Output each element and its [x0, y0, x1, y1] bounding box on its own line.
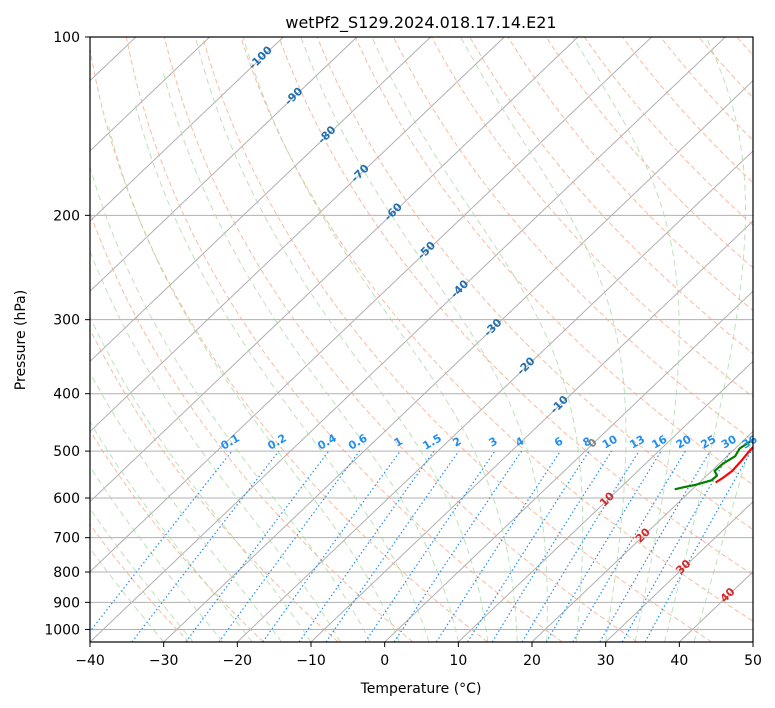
mixing-ratio-line — [262, 450, 401, 642]
moist-adiabat — [90, 547, 165, 642]
dry-adiabat — [469, 37, 753, 355]
mixing-ratio-line — [393, 450, 523, 642]
isotherm-line — [384, 290, 753, 642]
dry-adiabat — [392, 37, 753, 442]
x-tick-label: −40 — [75, 653, 105, 669]
mixing-ratio-line — [298, 450, 435, 642]
isotherm-line — [90, 37, 652, 573]
mixing-ratio-line — [644, 450, 752, 642]
x-tick-label: −10 — [296, 653, 326, 669]
isotherm-line — [90, 37, 726, 642]
moist-adiabat — [371, 37, 584, 642]
y-tick-label: 100 — [53, 30, 80, 46]
isotherm-line — [90, 37, 358, 292]
axes: −40 −30 −20 −10 0 10 20 30 40 50 100 200 300 400 500 60… — [44, 30, 762, 669]
y-tick-label: 1000 — [44, 622, 80, 638]
mixing-ratio-line — [325, 450, 460, 642]
x-tick-label: −30 — [149, 653, 179, 669]
y-tick-label: 400 — [53, 387, 80, 403]
isotherm-line — [236, 150, 753, 642]
dry-adiabat — [90, 211, 414, 642]
dry-adiabat — [90, 523, 190, 642]
chart-title: wetPf2_S129.2024.018.17.14.E21 — [285, 13, 556, 33]
plot-frame — [89, 36, 754, 643]
y-tick-label: 300 — [53, 313, 80, 329]
dry-adiabat — [240, 37, 753, 622]
x-axis-label: Temperature (°C) — [360, 681, 482, 697]
moist-adiabat — [572, 37, 680, 642]
dry-adiabat — [316, 37, 753, 531]
isotherm-line — [457, 360, 753, 642]
isotherm-line — [163, 80, 753, 642]
mixing-ratio-line — [435, 450, 561, 642]
moist-adiabat — [90, 507, 194, 642]
moist-adiabat — [90, 371, 282, 642]
mixing-ratio-line — [521, 450, 640, 642]
isotherm-line — [90, 37, 579, 503]
mixing-ratio-line — [466, 450, 590, 642]
moist-adiabat — [194, 37, 489, 642]
x-tick-label: 20 — [523, 653, 541, 669]
isotherm-line — [310, 220, 753, 642]
x-tick-label: 50 — [744, 653, 762, 669]
moist-adiabat — [90, 465, 223, 642]
y-tick-label: 800 — [53, 565, 80, 581]
moist-adiabat — [242, 37, 518, 642]
mixing-ratio-line — [185, 450, 330, 642]
y-tick-label: 200 — [53, 208, 80, 224]
x-tick-label: 40 — [670, 653, 688, 669]
dry-adiabat — [90, 45, 488, 642]
moist-adiabat — [664, 37, 746, 642]
isotherm-line — [605, 501, 753, 642]
x-tick-label: 30 — [597, 653, 615, 669]
mixing-ratio-line — [218, 450, 361, 642]
dry-adiabat — [125, 37, 563, 642]
dry-adiabat — [202, 37, 712, 642]
mixing-ratio-line — [621, 450, 732, 642]
moist-adiabat — [134, 104, 430, 642]
y-axis-label: Pressure (hPa) — [13, 290, 29, 390]
y-tick-label: 600 — [53, 491, 80, 507]
isotherm-line — [90, 37, 431, 363]
isotherm-line — [90, 37, 284, 222]
x-tick-label: −20 — [223, 653, 253, 669]
isotherm-line — [90, 37, 505, 433]
y-tick-label: 500 — [53, 444, 80, 460]
y-tick-label: 700 — [53, 531, 80, 547]
isotherm-line — [531, 430, 753, 642]
profile-lines — [674, 438, 753, 491]
background-lines — [90, 37, 753, 642]
moist-adiabat — [162, 72, 459, 642]
moist-adiabat — [107, 123, 400, 642]
dry-adiabat — [90, 429, 264, 642]
isotherm-line — [90, 37, 210, 152]
x-tick-label: 10 — [449, 653, 467, 669]
x-tick-label: 0 — [380, 653, 389, 669]
moist-adiabat — [90, 315, 312, 642]
moist-adiabat — [460, 37, 627, 642]
mixing-ratio-line — [364, 450, 496, 642]
y-tick-label: 900 — [53, 595, 80, 611]
dewpoint-profile-line — [674, 438, 753, 491]
moist-adiabat — [693, 434, 753, 642]
moist-adiabat — [90, 249, 341, 642]
moist-adiabat — [90, 165, 371, 642]
